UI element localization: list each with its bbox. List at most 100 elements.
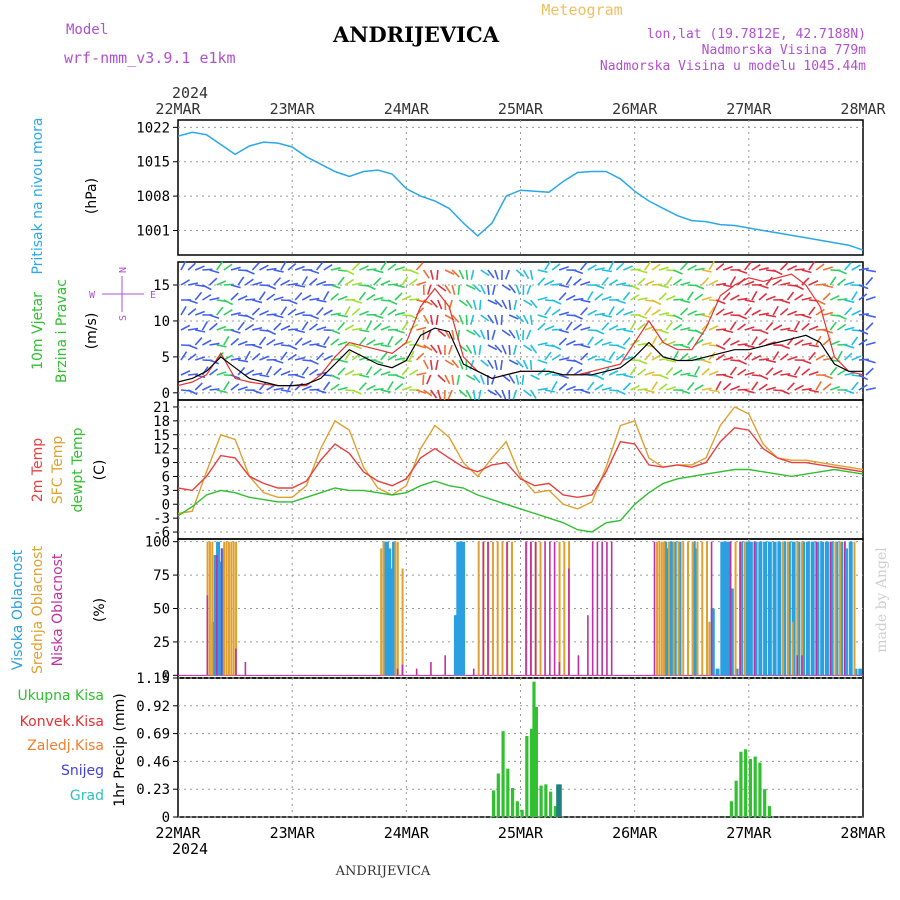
low-cloud-bar: [216, 555, 218, 676]
wind-arrow: [237, 366, 246, 376]
wind-arrow: [637, 359, 648, 365]
mid-cloud-bar: [539, 541, 542, 676]
wind-arrow: [665, 295, 676, 301]
wind-arrow: [572, 278, 582, 286]
wind-arrow: [765, 321, 774, 331]
wind-arrow: [458, 269, 465, 280]
wind-arrow: [237, 340, 248, 346]
high-cloud-bar: [777, 541, 782, 676]
wind-arrow: [429, 314, 434, 325]
wind-arrow: [544, 325, 555, 331]
wind-arrow: [422, 269, 430, 279]
wind-arrow: [280, 279, 291, 286]
precip-bar: [556, 784, 560, 817]
wind-arrow: [408, 323, 419, 331]
precip-bar: [534, 707, 538, 817]
wind-arrow: [394, 266, 405, 271]
wind-arrow: [565, 366, 574, 376]
low-cloud-bar: [843, 541, 846, 676]
wind-arrow: [608, 279, 619, 286]
wind-arrow: [715, 380, 722, 391]
wind-arrow: [765, 276, 773, 286]
wind-arrow: [637, 314, 648, 319]
wind-arrow: [437, 329, 447, 338]
wind-arrow: [658, 329, 669, 334]
wind-ylabel-2: Brzina i Pravac: [54, 279, 70, 383]
wind-arrow: [352, 299, 363, 304]
wind-arrow: [580, 299, 591, 303]
wind-arrow: [537, 359, 548, 364]
wind-arrow: [188, 373, 199, 376]
wind-arrow: [501, 329, 511, 337]
wind-arrow: [409, 269, 419, 275]
wind-arrow: [644, 306, 652, 316]
wind-arrow: [323, 381, 331, 391]
wind-arrow: [837, 314, 847, 320]
wind-arrow: [443, 389, 446, 401]
wind-arrow: [216, 371, 227, 376]
wind-arrow: [273, 359, 284, 364]
wind-arrow: [680, 299, 691, 304]
wind-arrow: [851, 309, 862, 316]
wind-arrow: [608, 370, 619, 376]
wind-arrow: [765, 359, 777, 363]
wind-arrow: [579, 261, 588, 271]
wind-arrow: [708, 279, 719, 286]
wind-arrow: [815, 381, 822, 391]
model-value: wrf-nmm_v3.9.1 e1km: [64, 49, 236, 67]
wind-arrow: [180, 260, 187, 271]
mid-cloud-bar: [227, 541, 230, 676]
wind-arrow: [573, 359, 583, 366]
precip-ytick-label: 0.69: [136, 727, 170, 743]
wind-arrow: [751, 354, 762, 361]
wind-arrow: [515, 374, 520, 385]
wind-arrow: [551, 380, 558, 391]
wind-arrow: [259, 374, 270, 378]
wind-arrow: [323, 309, 333, 316]
wind-arrow: [301, 294, 312, 301]
wind-arrow: [337, 276, 345, 286]
high-cloud-bar: [461, 541, 466, 676]
precip-ytick-label: 0.92: [136, 699, 170, 715]
low-cloud-bar: [396, 668, 399, 676]
wind-arrow: [680, 389, 691, 395]
pressure-ytick-label: 1008: [136, 189, 170, 205]
wind-arrow: [587, 291, 594, 301]
wind-arrow: [808, 344, 819, 348]
wind-arrow: [844, 352, 853, 361]
mid-cloud-bar: [491, 541, 494, 676]
wind-arrow: [558, 337, 567, 346]
precip-bar: [734, 780, 738, 817]
wind-arrow: [294, 329, 306, 334]
wind-arrow: [858, 267, 869, 271]
low-cloud-bar: [472, 668, 475, 676]
top-x-tick-label: 23MAR: [270, 100, 316, 118]
wind-arrow: [822, 374, 833, 380]
mid-cloud-bar: [401, 568, 404, 676]
wind-arrow: [427, 284, 432, 295]
wind-arrow: [651, 263, 661, 271]
wind-arrow: [230, 337, 240, 346]
wind-arrow: [337, 359, 348, 363]
wind-arrow: [551, 282, 563, 286]
bottom-x-tick-label: 25MAR: [498, 824, 544, 842]
mid-cloud-bar: [786, 541, 789, 676]
precip-bar: [767, 806, 772, 817]
wind-arrow: [430, 344, 438, 354]
wind-arrow: [680, 372, 691, 376]
wind-arrow: [801, 269, 812, 274]
wind-arrow: [629, 366, 637, 376]
mid-cloud-bar: [796, 541, 799, 676]
mid-cloud-bar: [734, 541, 737, 676]
wind-arrow: [844, 372, 855, 376]
wind-arrow: [287, 262, 297, 271]
precip-ytick-label: 0: [162, 810, 170, 826]
precip-bar: [553, 806, 557, 817]
wind-arrow: [801, 387, 812, 391]
wind-arrow: [622, 382, 632, 391]
wind-arrow: [394, 374, 405, 380]
precip-bar: [729, 801, 734, 817]
wind-arrow: [187, 389, 198, 395]
wind-arrow: [301, 321, 309, 331]
dewpoint-line: [177, 468, 864, 533]
